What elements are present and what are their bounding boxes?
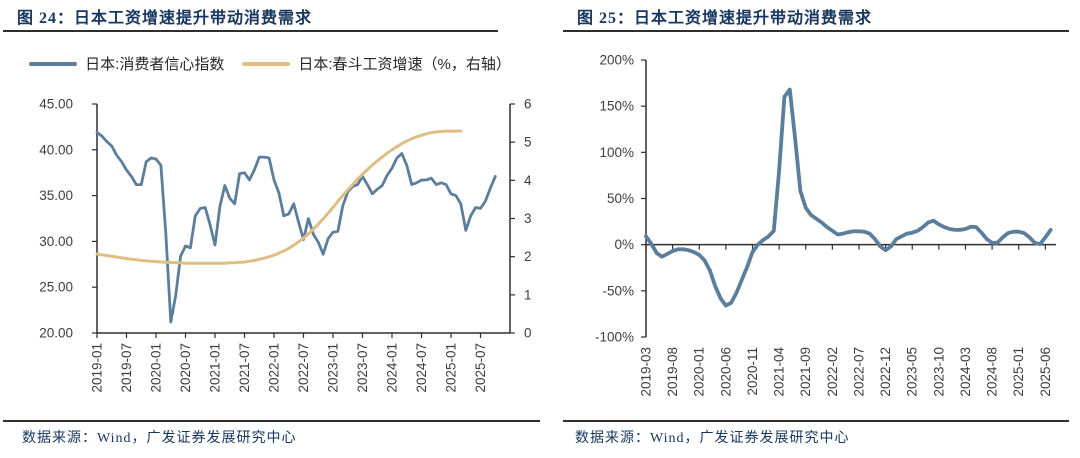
y-tick-label: -100%: [595, 330, 634, 345]
x-tick-label: 2019-01: [90, 343, 105, 393]
figure-24-legend: 日本:消费者信心指数 日本:春斗工资增速（%，右轴）: [0, 53, 540, 74]
legend-item-consumer-confidence: 日本:消费者信心指数: [29, 53, 224, 74]
x-tick-label: 2022-01: [267, 343, 282, 393]
y-tick-label: 20.00: [39, 326, 73, 341]
legend-label: 日本:消费者信心指数: [85, 56, 225, 73]
legend-line-swatch: [242, 61, 291, 66]
y-tick-label: 40.00: [39, 142, 73, 157]
x-tick-label: 2019-08: [665, 347, 680, 397]
y-tick-label: 35.00: [39, 188, 73, 203]
y-tick-label: 25.00: [39, 280, 73, 295]
x-tick-label: 2024-08: [985, 347, 1000, 397]
x-tick-label: 2023-05: [905, 347, 920, 397]
figure-25-source: 数据来源：Wind，广发证券发展研究中心: [575, 431, 850, 446]
x-tick-label: 2022-07: [296, 343, 311, 393]
figure-25-title: 图 25：日本工资增速提升带动消费需求: [577, 10, 873, 27]
x-tick-label: 2020-11: [745, 347, 760, 396]
x-tick-label: 2021-04: [772, 347, 787, 397]
figure-25-chart: 200% 150% 100% 50% 0% -50% -100% 2019-03 2019-08…: [595, 53, 1056, 397]
x-tick-label: 2023-10: [931, 347, 946, 397]
x-tick-label: 2022-07: [851, 347, 866, 397]
y-tick-label: 1: [524, 287, 532, 302]
title-rule: [563, 30, 1069, 32]
y-tick-label: 50%: [607, 191, 634, 206]
title-rule: [3, 30, 498, 32]
x-tick-label: 2024-01: [385, 343, 400, 393]
y-tick-label: 0%: [614, 237, 634, 252]
y-tick-label: 30.00: [39, 234, 73, 249]
figure-24-source: 数据来源：Wind，广发证券发展研究中心: [22, 431, 297, 446]
figure-25-panel: 图 25：日本工资增速提升带动消费需求 200% 150% 100% 50% 0% -50…: [540, 0, 1080, 458]
y-tick-label: 45.00: [39, 97, 73, 112]
x-tick-label: 2022-02: [825, 347, 840, 397]
x-tick-label: 2025-01: [1011, 347, 1026, 397]
legend-item-shunto-wage: 日本:春斗工资增速（%，右轴）: [242, 53, 511, 74]
x-tick-label: 2025-07: [473, 343, 488, 393]
legend-line-swatch: [29, 61, 78, 66]
y-tick-label: 4: [524, 173, 532, 188]
x-tick-label: 2020-01: [692, 347, 707, 397]
x-tick-label: 2021-01: [208, 343, 223, 393]
x-tick-label: 2023-01: [326, 343, 341, 393]
y-tick-label: 0: [524, 326, 532, 341]
x-tick-label: 2019-07: [119, 343, 134, 393]
x-tick-label: 2024-03: [958, 347, 973, 397]
y-tick-label: 5: [524, 135, 532, 150]
x-tick-label: 2021-09: [798, 347, 813, 397]
figure-24-title: 图 24：日本工资增速提升带动消费需求: [17, 10, 313, 27]
legend-label: 日本:春斗工资增速（%，右轴）: [298, 56, 511, 73]
y-tick-label: -50%: [602, 283, 634, 298]
figure-24-panel: 图 24：日本工资增速提升带动消费需求 日本:消费者信心指数 日本:春斗工资增速…: [0, 10, 540, 446]
x-tick-label: 2021-07: [237, 343, 252, 393]
series-line: [95, 129, 463, 265]
x-tick-label: 2025-06: [1038, 347, 1053, 397]
y-tick-label: 6: [524, 97, 532, 112]
x-tick-label: 2025-01: [444, 343, 459, 393]
x-tick-label: 2022-12: [878, 347, 893, 397]
x-tick-label: 2020-01: [149, 343, 164, 393]
y-tick-label: 3: [524, 211, 532, 226]
footer-rule: [3, 420, 540, 422]
figure-24-chart: 45.00 40.00 35.00 30.00 25.00 20.00 6 5 4 3 2 1 0 201…: [39, 97, 532, 393]
x-tick-label: 2024-07: [414, 343, 429, 393]
x-tick-label: 2020-07: [178, 343, 193, 393]
x-tick-label: 2020-06: [718, 347, 733, 397]
y-tick-label: 150%: [599, 99, 634, 114]
footer-rule: [563, 420, 1069, 422]
series-line: [95, 131, 497, 324]
y-tick-label: 100%: [599, 145, 634, 160]
x-tick-label: 2023-07: [355, 343, 370, 393]
x-tick-label: 2019-03: [639, 347, 654, 397]
y-tick-label: 2: [524, 249, 532, 264]
series-line: [644, 87, 1053, 308]
y-tick-label: 200%: [599, 53, 634, 68]
